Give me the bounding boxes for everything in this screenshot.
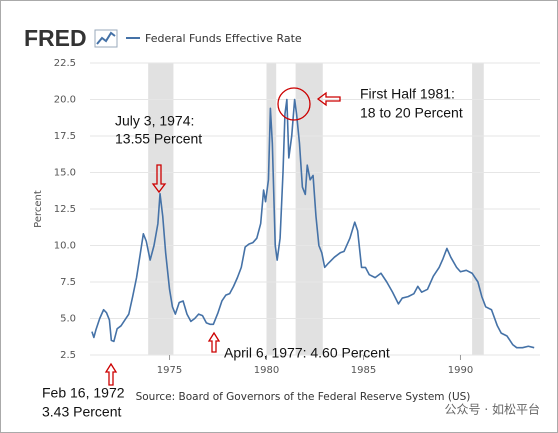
annotations: July 3, 1974: 13.55 Percent First Half 1… bbox=[42, 86, 463, 420]
annotation-line: 3.43 Percent bbox=[42, 404, 121, 420]
y-axis-label: Percent bbox=[33, 190, 44, 228]
logo: FRED bbox=[24, 25, 87, 51]
y-tick-label: 20.0 bbox=[54, 95, 76, 106]
y-tick-label: 15.0 bbox=[54, 168, 76, 179]
annotation-line: 18 to 20 Percent bbox=[360, 105, 463, 121]
annotation-line: 13.55 Percent bbox=[115, 131, 202, 147]
x-tick-label: 1975 bbox=[157, 365, 182, 376]
x-tick-label: 1990 bbox=[448, 365, 473, 376]
y-tick-label: 17.5 bbox=[54, 131, 76, 142]
annotation-arrows bbox=[104, 87, 341, 386]
watermark: 公众号 · 如松平台 bbox=[445, 402, 540, 417]
source: Source: Board of Governors of the Federa… bbox=[136, 391, 471, 403]
annotation-line: April 6, 1977: 4.60 Percent bbox=[224, 345, 390, 361]
x-tick-label: 1980 bbox=[254, 365, 279, 376]
annotation-line: July 3, 1974: bbox=[115, 113, 194, 129]
y-tick-label: 12.5 bbox=[54, 204, 76, 215]
logo-icon bbox=[94, 29, 118, 48]
x-tick-label: 1985 bbox=[351, 365, 376, 376]
plot-area: 2.5 5.0 7.5 10.0 12.5 15.0 17.5 20.0 22.5 1975 198… bbox=[54, 58, 540, 376]
y-tick-label: 5.0 bbox=[60, 314, 76, 325]
annotation-line: First Half 1981: bbox=[360, 86, 455, 102]
legend-label: Federal Funds Effective Rate bbox=[145, 32, 302, 45]
y-tick-label: 7.5 bbox=[60, 277, 76, 288]
y-tick-label: 22.5 bbox=[54, 58, 76, 69]
annotation-line: Feb 16, 1972 bbox=[42, 385, 125, 401]
series-line bbox=[91, 98, 535, 349]
y-tick-label: 10.0 bbox=[54, 241, 76, 252]
y-tick-label: 2.5 bbox=[60, 350, 76, 361]
